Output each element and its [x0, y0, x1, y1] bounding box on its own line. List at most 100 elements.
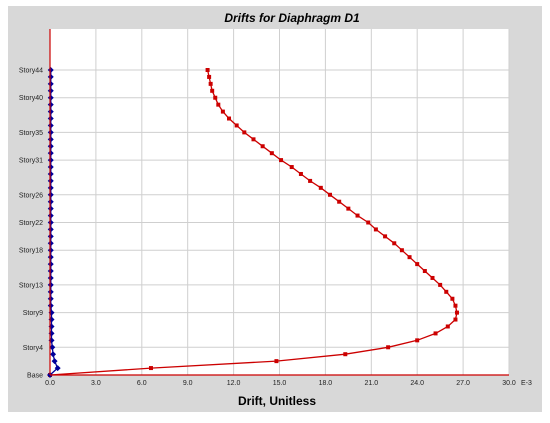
data-point — [210, 88, 215, 93]
data-point — [242, 130, 247, 135]
data-point — [47, 295, 54, 302]
x-tick-label: 0.0 — [45, 380, 55, 387]
data-point — [148, 366, 153, 371]
data-point — [47, 219, 54, 226]
data-point — [47, 233, 54, 240]
data-point — [47, 240, 54, 247]
data-point — [289, 165, 294, 170]
data-point — [343, 352, 348, 357]
data-point — [444, 289, 449, 294]
data-point — [327, 192, 332, 197]
data-point — [47, 94, 54, 101]
data-point — [49, 344, 56, 351]
data-point — [208, 81, 213, 86]
data-point — [450, 296, 455, 301]
series-2 — [47, 67, 61, 378]
x-tick-label: 18.0 — [319, 380, 333, 387]
data-point — [47, 143, 54, 150]
data-point — [47, 198, 54, 205]
x-tick-label: 12.0 — [227, 380, 241, 387]
data-point — [407, 255, 412, 260]
data-point — [346, 206, 351, 211]
data-point — [213, 95, 218, 100]
y-tick-label: Story22 — [19, 220, 43, 227]
data-point — [47, 254, 54, 261]
data-point — [47, 288, 54, 295]
data-point — [438, 282, 443, 287]
data-point — [47, 302, 54, 309]
data-point — [386, 345, 391, 350]
x-axis-label: Drift, Unitless — [238, 394, 316, 408]
data-point — [47, 87, 54, 94]
chart-title: Drifts for Diaphragm D1 — [224, 11, 360, 25]
data-point — [279, 158, 284, 163]
x-tick-label: 15.0 — [273, 380, 287, 387]
data-point — [234, 123, 239, 128]
data-point — [47, 247, 54, 254]
y-tick-label: Story13 — [19, 282, 43, 289]
data-point — [51, 358, 58, 365]
data-point — [47, 67, 54, 73]
grid-layer — [50, 29, 510, 375]
series-1 — [48, 68, 459, 377]
data-point — [47, 205, 54, 212]
y-tick-label: Base — [27, 373, 43, 380]
data-point — [47, 136, 54, 143]
data-point — [298, 171, 303, 176]
data-point — [47, 170, 54, 177]
data-point — [47, 150, 54, 157]
data-point — [337, 199, 342, 204]
data-point — [269, 151, 274, 156]
data-point — [47, 129, 54, 136]
y-tick-label: Story35 — [19, 130, 43, 137]
data-point — [399, 248, 404, 253]
y-tick-label: Story40 — [19, 95, 43, 102]
data-point — [47, 191, 54, 198]
data-point — [47, 268, 54, 275]
x-tick-label: 9.0 — [183, 380, 193, 387]
data-point — [47, 108, 54, 115]
y-tick-label: Story44 — [19, 68, 43, 75]
data-point — [454, 310, 459, 315]
data-point — [47, 122, 54, 129]
data-point — [445, 324, 450, 329]
x-tick-label: 24.0 — [410, 380, 424, 387]
y-tick-label: Story31 — [19, 158, 43, 165]
data-point — [415, 338, 420, 343]
data-point — [54, 365, 61, 372]
data-point — [392, 241, 397, 246]
data-point — [47, 281, 54, 288]
data-point — [433, 331, 438, 336]
data-point — [47, 157, 54, 164]
y-tick-label: Story9 — [23, 310, 43, 317]
data-point — [205, 68, 210, 72]
x-tick-label: 21.0 — [364, 380, 378, 387]
data-point — [47, 101, 54, 108]
data-point — [47, 80, 54, 87]
data-point — [383, 234, 388, 239]
data-point — [260, 144, 265, 149]
data-point — [220, 109, 225, 114]
data-point — [274, 359, 279, 364]
data-point — [47, 73, 54, 80]
data-point — [318, 185, 323, 190]
data-point — [47, 164, 54, 171]
data-point — [430, 275, 435, 280]
data-point — [50, 351, 57, 358]
data-point — [422, 269, 427, 274]
x-tick-label: 3.0 — [91, 380, 101, 387]
series-layer — [47, 67, 459, 378]
y-tick-label: Story26 — [19, 192, 43, 199]
data-point — [251, 137, 256, 142]
data-point — [47, 274, 54, 281]
data-point — [47, 115, 54, 122]
data-point — [227, 116, 232, 121]
x-tick-label: 27.0 — [456, 380, 470, 387]
data-point — [453, 303, 458, 308]
x-unit-suffix: E-3 — [521, 380, 532, 387]
data-point — [216, 102, 221, 107]
y-tick-label: Story18 — [19, 248, 43, 255]
axis-layer: 0.0 3.0 6.0 9.0 12.0 15.0 18.0 21.0 24.0 27.0 30.0… — [19, 29, 532, 387]
data-point — [373, 227, 378, 232]
